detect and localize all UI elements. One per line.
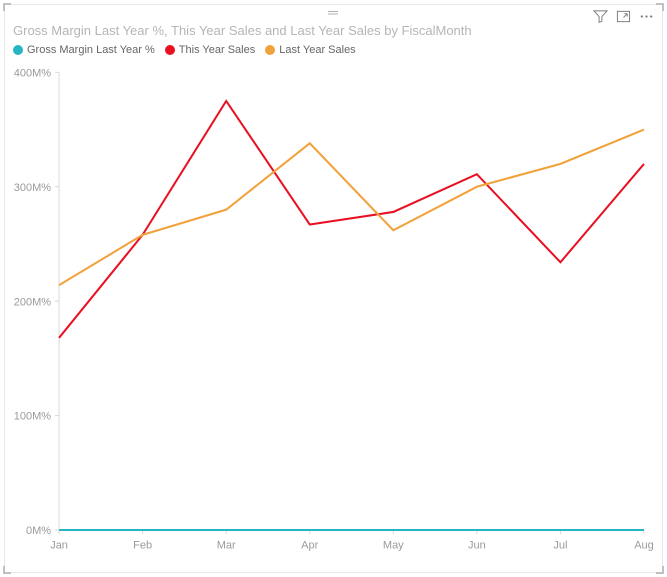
svg-text:Jan: Jan	[50, 539, 68, 551]
svg-text:400M%: 400M%	[14, 67, 51, 79]
chart-legend: Gross Margin Last Year % This Year Sales L…	[13, 44, 654, 56]
svg-text:Jun: Jun	[468, 539, 486, 551]
chart-visual-container: ═ Gross Margin Last Year %, This Year Sa…	[4, 4, 663, 573]
more-options-icon[interactable]	[639, 9, 654, 24]
filter-icon[interactable]	[593, 9, 608, 24]
svg-text:100M%: 100M%	[14, 411, 51, 423]
chart-title: Gross Margin Last Year %, This Year Sale…	[13, 23, 654, 38]
legend-swatch	[265, 45, 275, 55]
resize-handle-top-left[interactable]	[3, 3, 11, 11]
svg-text:Apr: Apr	[301, 539, 318, 551]
legend-swatch	[13, 45, 23, 55]
svg-text:Aug: Aug	[634, 539, 654, 551]
legend-item[interactable]: Gross Margin Last Year %	[13, 44, 155, 56]
legend-swatch	[165, 45, 175, 55]
legend-item[interactable]: Last Year Sales	[265, 44, 355, 56]
chart-plot-area: 0M% 100M% 200M% 300M% 400M% Jan Feb Mar Apr May Ju…	[13, 62, 654, 559]
resize-handle-bottom-left[interactable]	[3, 566, 11, 574]
resize-handle-bottom-right[interactable]	[656, 566, 664, 574]
svg-text:Feb: Feb	[133, 539, 152, 551]
legend-label: Gross Margin Last Year %	[27, 44, 155, 56]
legend-label: This Year Sales	[179, 44, 255, 56]
visual-header-actions	[593, 9, 654, 24]
focus-mode-icon[interactable]	[616, 9, 631, 24]
svg-text:300M%: 300M%	[14, 182, 51, 194]
drag-handle[interactable]: ═	[328, 7, 339, 17]
legend-label: Last Year Sales	[279, 44, 355, 56]
resize-handle-top-right[interactable]	[656, 3, 664, 11]
svg-text:May: May	[383, 539, 404, 551]
svg-text:0M%: 0M%	[26, 525, 51, 537]
legend-item[interactable]: This Year Sales	[165, 44, 255, 56]
svg-text:Mar: Mar	[217, 539, 236, 551]
svg-text:Jul: Jul	[553, 539, 567, 551]
svg-text:200M%: 200M%	[14, 296, 51, 308]
series-line	[59, 101, 644, 338]
series-line	[59, 130, 644, 286]
